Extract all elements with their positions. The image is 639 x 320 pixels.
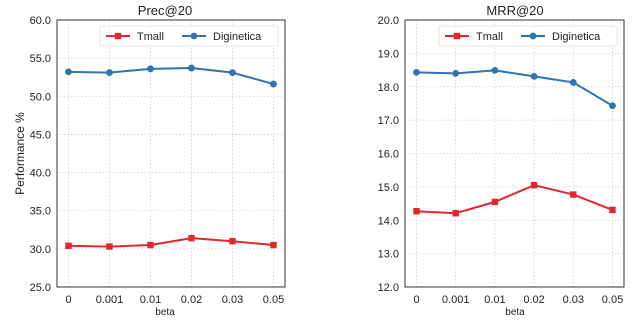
data-point (106, 243, 113, 250)
legend: Tmall Diginetica (99, 25, 279, 47)
legend: Tmall Diginetica (438, 25, 618, 47)
x-tick-label: 0.05 (602, 294, 623, 306)
legend-label: Tmall (137, 31, 164, 43)
data-point (229, 69, 236, 77)
y-tick-label: 14.0 (378, 215, 399, 227)
data-point (229, 238, 236, 245)
data-point (188, 64, 195, 72)
data-point (413, 68, 420, 76)
x-tick-label: 0.001 (96, 294, 124, 306)
series-line (68, 237, 274, 248)
x-tick-label: 0.03 (222, 294, 243, 306)
legend-marker (114, 32, 122, 40)
chart-title: MRR@20 (486, 3, 543, 18)
y-tick-label: 45.0 (30, 129, 51, 141)
legend-marker (453, 32, 461, 40)
y-tick-label: 17.0 (378, 115, 399, 127)
x-axis-label: beta (155, 307, 175, 318)
data-point (270, 241, 277, 249)
data-point (530, 182, 538, 189)
legend-marker (529, 32, 537, 40)
chart-panel-1: 25.0 30.0 35.0 40.0 45.0 50.0 55.0 60.0 0 0.001 0.… (13, 3, 286, 318)
chart-panel-2: 12.0 13.0 14.0 15.0 16.0 17.0 18.0 19.0 20.0 0 0.0… (378, 3, 625, 318)
y-tick-label: 50.0 (30, 91, 51, 103)
data-point (413, 208, 420, 215)
data-point (147, 241, 154, 249)
legend-entry-diginetica: Diginetica (182, 31, 262, 43)
x-tick-label: 0.01 (140, 294, 161, 306)
data-point (570, 191, 577, 198)
chart-title: Prec@20 (138, 3, 192, 18)
data-point (609, 102, 616, 110)
y-axis-label: Performance % (13, 112, 27, 195)
y-tick-label: 20.0 (378, 15, 399, 27)
x-tick-label: 0.02 (181, 294, 202, 306)
gridlines (405, 19, 624, 288)
y-tick-label: 55.0 (30, 53, 51, 65)
x-tick-label: 0.01 (484, 294, 505, 306)
y-tick-label: 12.0 (378, 282, 399, 294)
series-diginetica (65, 64, 277, 88)
legend-marker (190, 32, 198, 40)
data-point (609, 206, 616, 214)
y-tick-label: 40.0 (30, 168, 51, 180)
y-tick-label: 19.0 (378, 48, 399, 60)
data-point (147, 65, 154, 73)
data-point (569, 79, 577, 86)
data-point (452, 70, 460, 77)
data-point (270, 80, 277, 88)
series-line (416, 184, 613, 215)
data-point (65, 68, 72, 76)
legend-label: Diginetica (552, 31, 601, 43)
y-tick-label: 13.0 (378, 249, 399, 261)
x-tick-label: 0.05 (263, 294, 284, 306)
series-tmall (413, 182, 616, 217)
y-tick-label: 25.0 (30, 282, 51, 294)
data-point (106, 69, 113, 77)
data-point (491, 198, 499, 206)
x-axis-label: beta (505, 307, 525, 318)
y-tick-label: 15.0 (378, 182, 399, 194)
x-tick-label: 0.001 (442, 294, 470, 306)
data-point (188, 234, 195, 242)
legend-label: Tmall (476, 31, 503, 43)
x-tick-label: 0.02 (523, 294, 544, 306)
y-tick-label: 16.0 (378, 149, 399, 161)
y-tick-label: 60.0 (30, 15, 51, 27)
legend-label: Diginetica (213, 31, 262, 43)
data-point (530, 73, 538, 80)
plot-frame (404, 19, 625, 288)
series-line (416, 69, 614, 107)
legend-entry-diginetica: Diginetica (521, 31, 601, 43)
data-point (452, 210, 459, 217)
plot-frame (56, 19, 286, 288)
y-tick-label: 30.0 (30, 244, 51, 256)
data-point (65, 242, 72, 250)
x-tick-label: 0 (413, 294, 419, 306)
series-tmall (65, 234, 277, 250)
data-point (491, 66, 499, 74)
y-tick-label: 35.0 (30, 206, 51, 218)
y-tick-label: 18.0 (378, 82, 399, 94)
legend-entry-tmall: Tmall (445, 31, 503, 43)
series-diginetica (413, 66, 616, 110)
x-tick-label: 0 (65, 294, 71, 306)
series-line (68, 67, 274, 86)
x-tick-label: 0.03 (563, 294, 584, 306)
legend-entry-tmall: Tmall (106, 31, 164, 43)
